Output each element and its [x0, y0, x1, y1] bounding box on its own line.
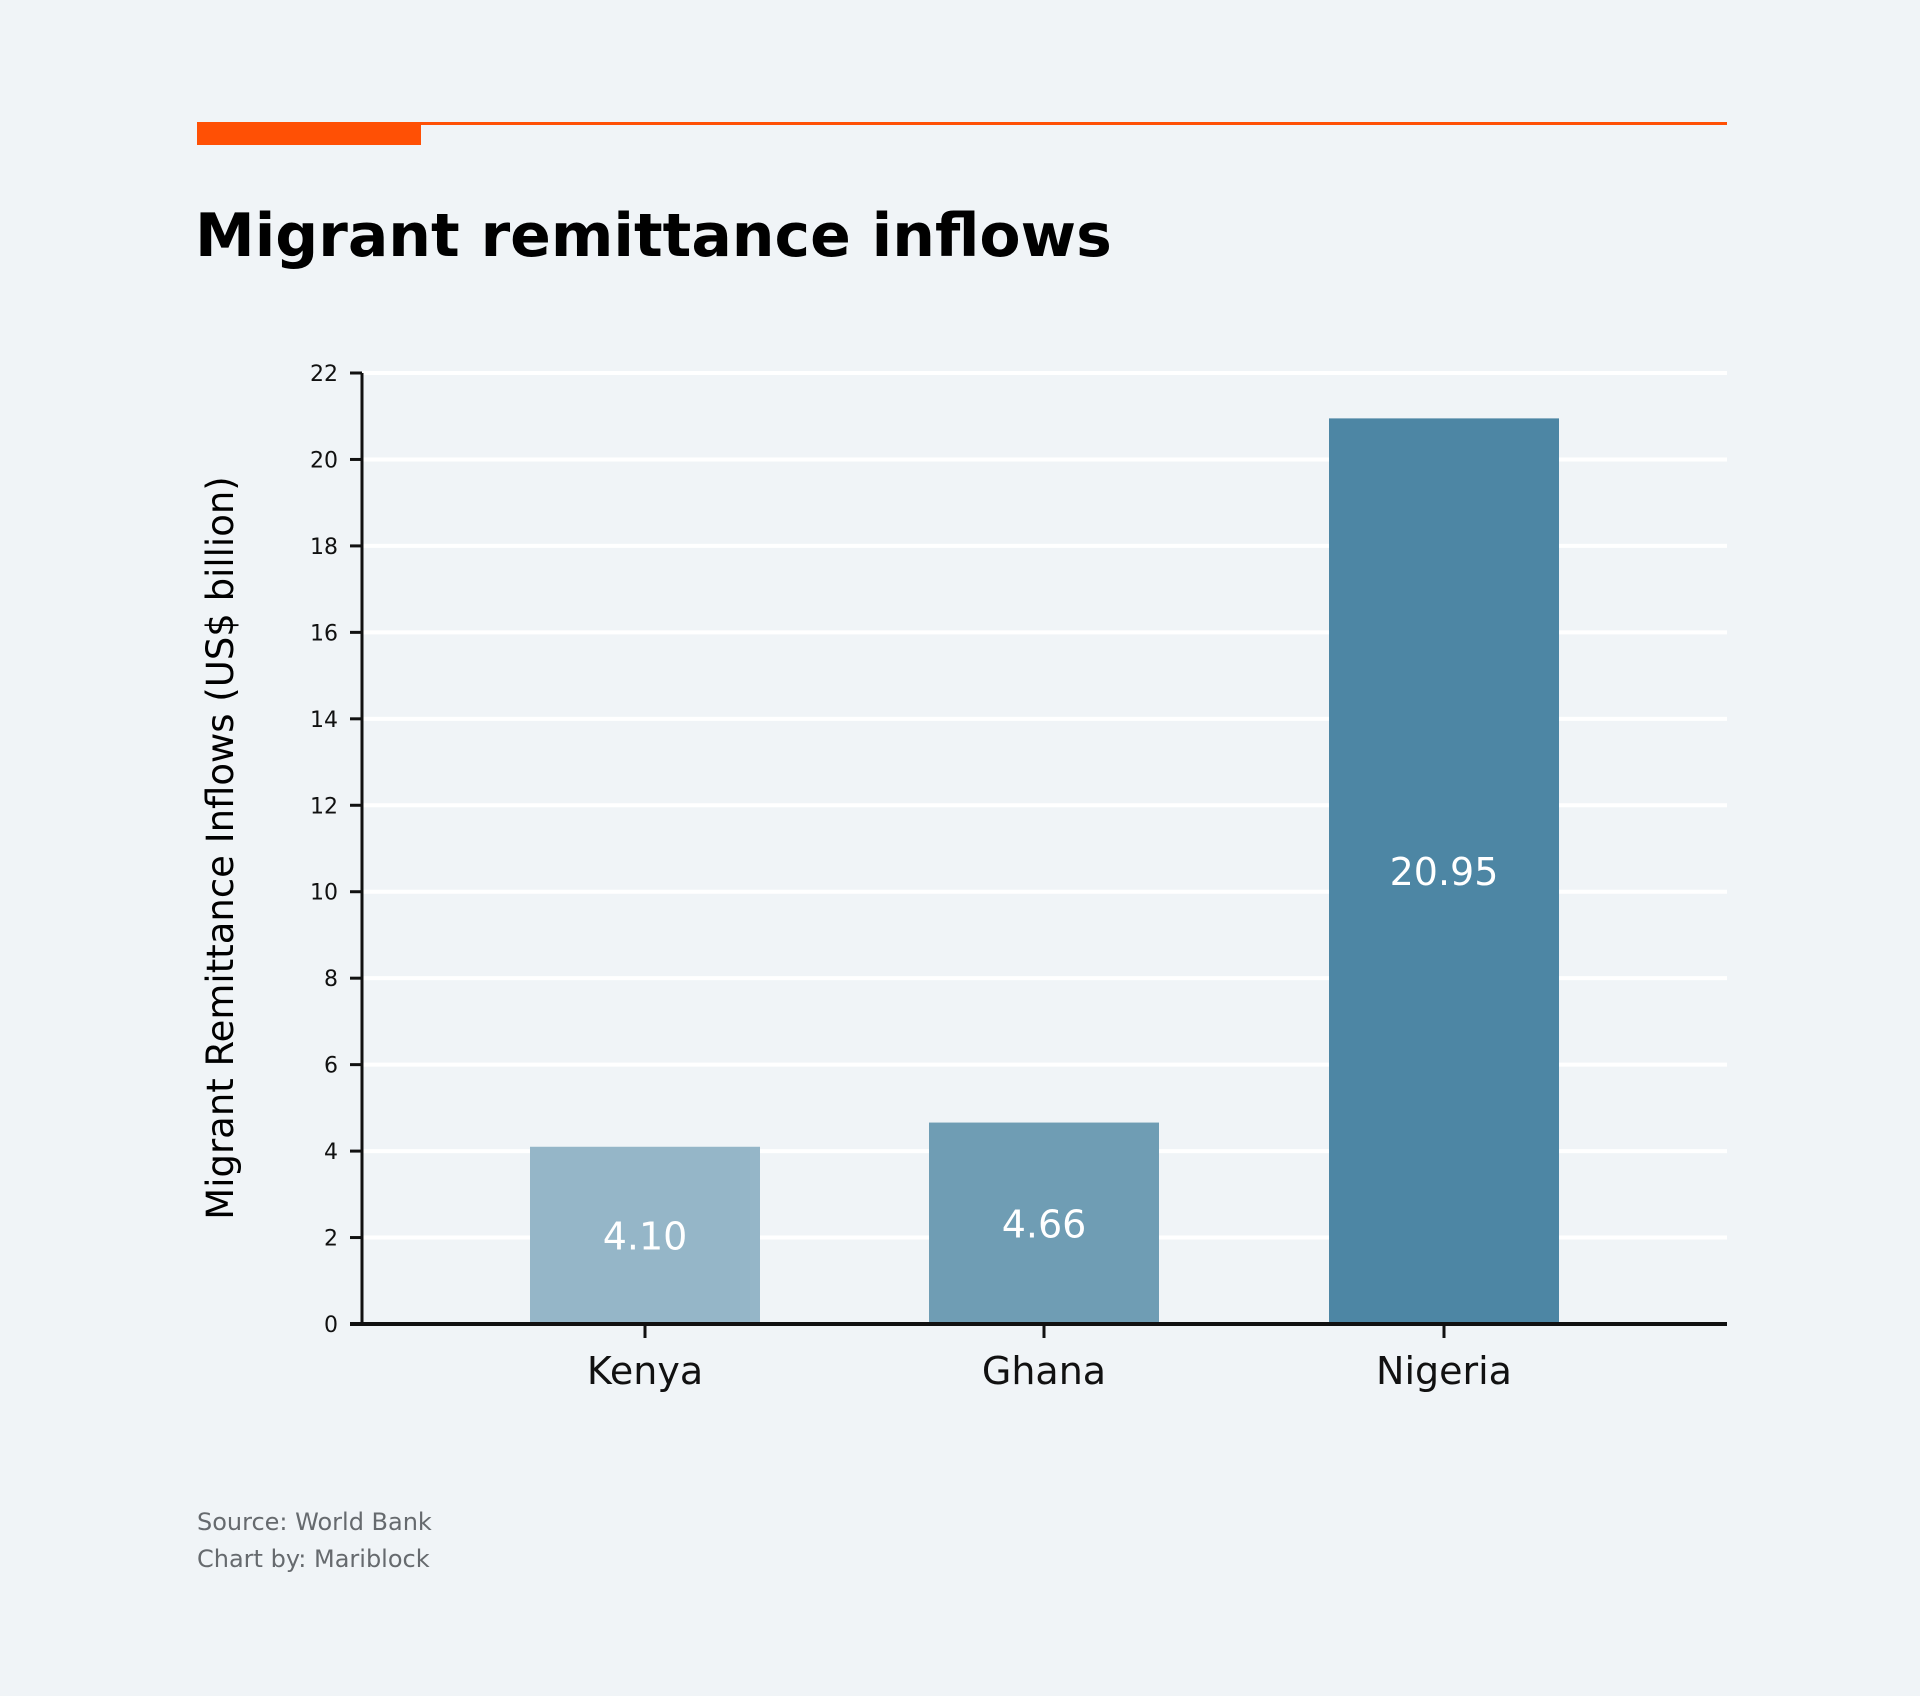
y-tick-label: 16: [310, 621, 338, 646]
x-tick-label: Ghana: [982, 1349, 1106, 1393]
y-tick-label: 12: [310, 794, 338, 819]
y-tick-label: 6: [324, 1054, 338, 1079]
x-tick-label: Kenya: [587, 1349, 703, 1393]
chart-title: Migrant remittance inflows: [195, 201, 1112, 271]
y-tick-label: 0: [324, 1313, 338, 1338]
y-tick-label: 10: [310, 881, 338, 906]
y-tick-label: 22: [310, 362, 338, 387]
y-tick-label: 20: [310, 448, 338, 473]
y-tick-label: 14: [310, 708, 338, 733]
bars: 4.10 4.66 20.95: [530, 418, 1559, 1324]
accent-line: [197, 122, 1727, 125]
y-tick-label: 18: [310, 535, 338, 560]
x-tick-label: Nigeria: [1376, 1349, 1512, 1393]
y-tick-label: 4: [324, 1140, 338, 1165]
bar-nigeria: [1329, 418, 1559, 1324]
axes: 0 2 4 6 8 10 12 14 16 18 20 22 Kenya Ghana Nigeria: [310, 362, 1727, 1393]
accent-block: [197, 122, 421, 145]
y-axis-label: Migrant Remittance Inflows (US$ billion): [199, 476, 242, 1219]
footer-credit: Chart by: Mariblock: [197, 1545, 430, 1573]
bar-ghana: [929, 1122, 1159, 1324]
data-label: 4.66: [1002, 1202, 1087, 1246]
bar-kenya: [530, 1146, 760, 1324]
data-label: 4.10: [603, 1214, 688, 1258]
data-label: 20.95: [1390, 850, 1499, 894]
y-tick-label: 8: [324, 967, 338, 992]
footer-source: Source: World Bank: [197, 1508, 432, 1536]
y-tick-label: 2: [324, 1227, 338, 1252]
